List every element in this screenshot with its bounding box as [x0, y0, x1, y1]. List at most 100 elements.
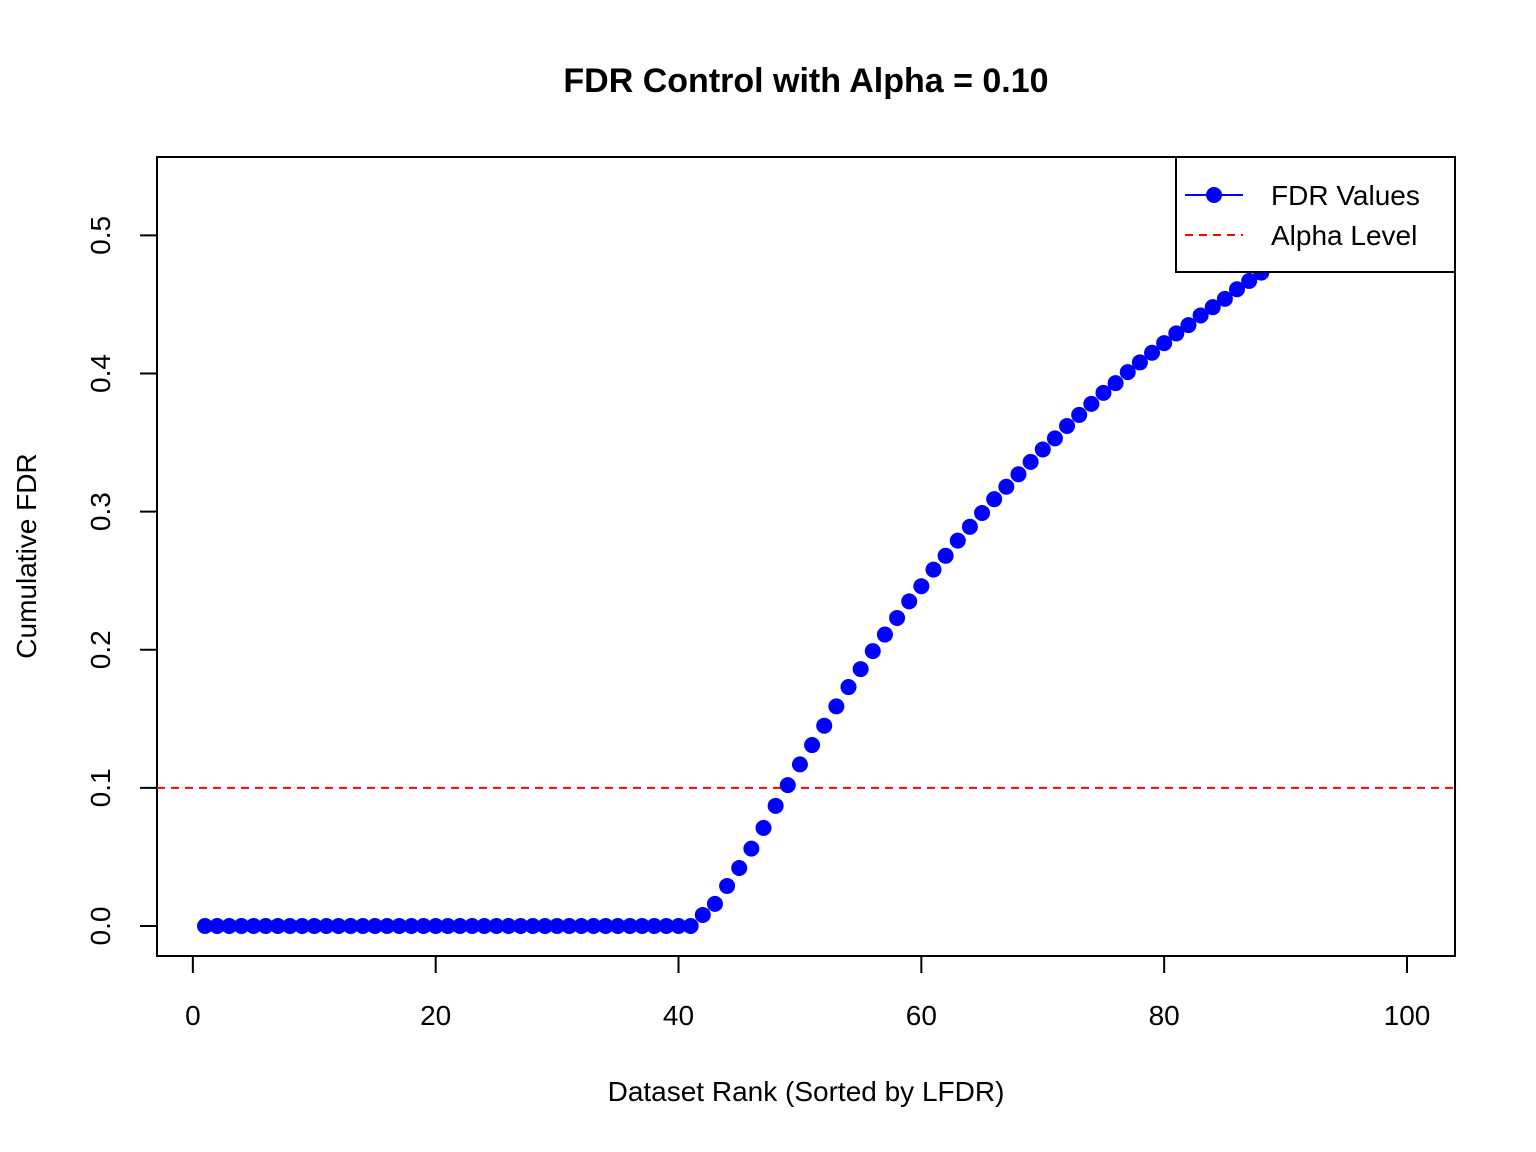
fdr-point [379, 918, 396, 934]
fdr-point [1131, 354, 1148, 371]
x-tick-label: 0 [185, 1000, 201, 1031]
fdr-point [391, 918, 408, 934]
fdr-point [731, 859, 748, 876]
fdr-point [1229, 281, 1246, 298]
fdr-point [949, 532, 966, 549]
x-tick-label: 100 [1384, 1000, 1431, 1031]
chart-title: FDR Control with Alpha = 0.10 [563, 62, 1048, 100]
fdr-point [986, 491, 1003, 508]
y-axis-label: Cumulative FDR [11, 453, 42, 658]
fdr-point [755, 819, 772, 836]
fdr-point [634, 918, 651, 934]
fdr-point [318, 918, 335, 934]
legend-alpha-label: Alpha Level [1271, 220, 1417, 251]
legend-box [1175, 156, 1456, 273]
fdr-point [1119, 364, 1136, 381]
fdr-point [670, 918, 687, 934]
fdr-point [961, 518, 978, 535]
fdr-point [1046, 430, 1063, 447]
fdr-point [281, 918, 298, 934]
x-tick-label: 20 [420, 1000, 451, 1031]
fdr-point [415, 918, 432, 934]
fdr-point [876, 626, 893, 643]
fdr-point [1083, 395, 1100, 412]
fdr-point [488, 918, 505, 934]
fdr-point [209, 918, 226, 934]
fdr-point [1095, 384, 1112, 401]
fdr-point [804, 737, 821, 754]
fdr-point [1059, 417, 1076, 434]
x-tick-label: 80 [1149, 1000, 1180, 1031]
fdr-point [197, 918, 213, 934]
fdr-point [1168, 325, 1185, 342]
fdr-point [585, 918, 602, 934]
fdr-point [221, 918, 238, 934]
fdr-point [621, 918, 638, 934]
fdr-point [245, 918, 262, 934]
y-tick-label: 0.2 [85, 630, 116, 669]
fdr-point [816, 717, 833, 734]
fdr-points-layer [197, 180, 1415, 934]
x-tick-label: 60 [906, 1000, 937, 1031]
fdr-point [573, 918, 590, 934]
fdr-point [1010, 466, 1027, 483]
fdr-point [828, 698, 845, 715]
fdr-point [1156, 335, 1173, 352]
fdr-point [719, 877, 736, 894]
fdr-point [682, 918, 699, 934]
legend: FDR Values Alpha Level [1175, 156, 1456, 273]
fdr-point [864, 643, 881, 660]
y-tick-label: 0.0 [85, 907, 116, 946]
fdr-point [342, 918, 359, 934]
fdr-point [597, 918, 614, 934]
fdr-point [840, 679, 857, 696]
fdr-point [1034, 441, 1051, 458]
fdr-point [609, 918, 626, 934]
fdr-point [646, 918, 663, 934]
fdr-point [937, 547, 954, 564]
fdr-point [403, 918, 420, 934]
fdr-point [706, 895, 723, 912]
legend-fdr-marker [1206, 187, 1222, 203]
x-axis-label: Dataset Rank (Sorted by LFDR) [608, 1076, 1005, 1107]
fdr-point [925, 561, 942, 578]
fdr-point [1071, 406, 1088, 423]
fdr-point [476, 918, 493, 934]
fdr-point [1107, 375, 1124, 392]
y-tick-label: 0.5 [85, 216, 116, 255]
fdr-point [913, 578, 930, 595]
fdr-point [269, 918, 286, 934]
fdr-point [1216, 290, 1233, 307]
fdr-point [330, 918, 347, 934]
fdr-point [366, 918, 383, 934]
y-tick-label: 0.1 [85, 768, 116, 807]
fdr-point [889, 609, 906, 626]
fdr-point [974, 504, 991, 521]
fdr-point [1204, 299, 1221, 316]
fdr-point [549, 918, 566, 934]
fdr-point [658, 918, 675, 934]
fdr-point [233, 918, 250, 934]
fdr-point [1180, 317, 1197, 334]
fdr-point [1241, 272, 1258, 289]
fdr-point [512, 918, 529, 934]
fdr-point [464, 918, 481, 934]
legend-fdr-label: FDR Values [1271, 180, 1420, 211]
y-tick-label: 0.3 [85, 492, 116, 531]
fdr-point [536, 918, 553, 934]
x-tick-label: 40 [663, 1000, 694, 1031]
fdr-point [439, 918, 456, 934]
fdr-point [524, 918, 541, 934]
fdr-point [451, 918, 468, 934]
fdr-point [1144, 344, 1161, 361]
fdr-point [694, 906, 711, 923]
fdr-point [998, 478, 1015, 495]
y-tick-label: 0.4 [85, 354, 116, 393]
fdr-point [257, 918, 274, 934]
fdr-point [1022, 453, 1039, 470]
fdr-point [561, 918, 578, 934]
fdr-point [779, 777, 796, 794]
y-axis: 0.0 0.1 0.2 0.3 0.4 0.5 [85, 216, 158, 946]
fdr-point [294, 918, 311, 934]
